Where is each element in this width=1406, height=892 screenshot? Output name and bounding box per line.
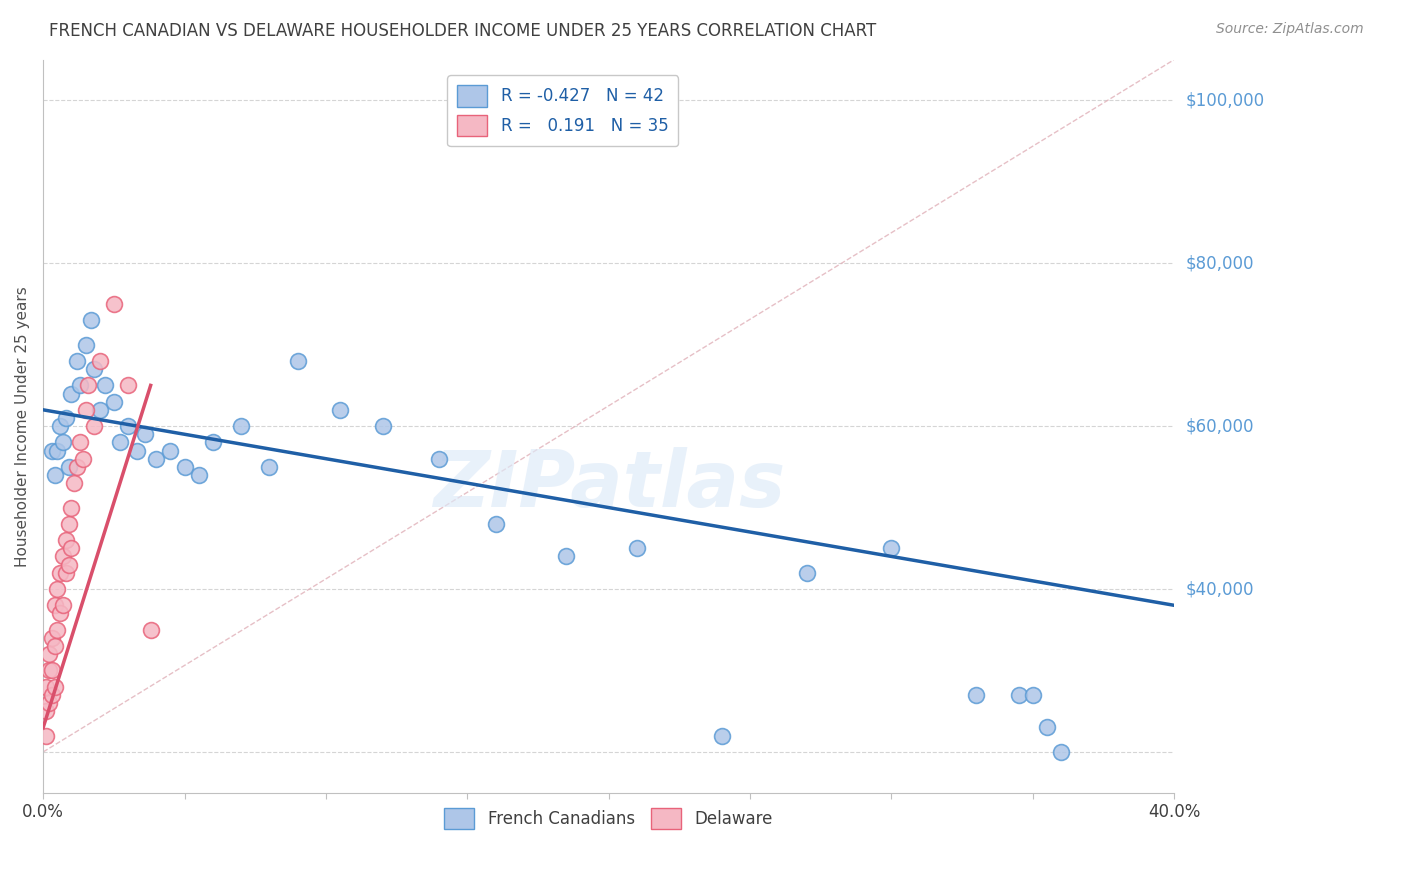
Point — [35, 680, 58, 694]
Point — [52, 435, 75, 450]
Point — [66, 459, 89, 474]
Point — [880, 541, 903, 556]
Point — [75, 402, 97, 417]
Point — [187, 468, 209, 483]
Point — [371, 419, 394, 434]
Point — [55, 533, 77, 548]
Point — [41, 664, 63, 678]
Point — [75, 337, 97, 351]
Point — [72, 451, 94, 466]
Point — [80, 313, 103, 327]
Text: FRENCH CANADIAN VS DELAWARE HOUSEHOLDER INCOME UNDER 25 YEARS CORRELATION CHART: FRENCH CANADIAN VS DELAWARE HOUSEHOLDER … — [49, 22, 876, 40]
Point — [69, 378, 91, 392]
Y-axis label: Householder Income Under 25 years: Householder Income Under 25 years — [15, 285, 30, 566]
Point — [44, 468, 66, 483]
Point — [626, 541, 648, 556]
Point — [38, 647, 60, 661]
Point — [55, 566, 77, 580]
Text: $60,000: $60,000 — [1185, 417, 1254, 435]
Point — [159, 443, 181, 458]
Point — [46, 443, 69, 458]
Point — [1050, 745, 1073, 759]
Point — [329, 402, 352, 417]
Point — [965, 688, 987, 702]
Text: Source: ZipAtlas.com: Source: ZipAtlas.com — [1216, 22, 1364, 37]
Point — [41, 443, 63, 458]
Point — [35, 729, 58, 743]
Point — [77, 378, 100, 392]
Point — [41, 631, 63, 645]
Point — [259, 459, 281, 474]
Point — [52, 599, 75, 613]
Text: $40,000: $40,000 — [1185, 580, 1254, 598]
Text: $80,000: $80,000 — [1185, 254, 1254, 272]
Point — [60, 386, 83, 401]
Point — [66, 354, 89, 368]
Point — [117, 419, 139, 434]
Point — [94, 378, 117, 392]
Point — [52, 549, 75, 564]
Point — [49, 566, 72, 580]
Point — [58, 459, 80, 474]
Point — [229, 419, 252, 434]
Point — [484, 516, 506, 531]
Point — [69, 435, 91, 450]
Point — [103, 394, 125, 409]
Point — [89, 402, 111, 417]
Point — [38, 696, 60, 710]
Point — [60, 500, 83, 515]
Point — [139, 623, 162, 637]
Point — [46, 582, 69, 596]
Point — [55, 411, 77, 425]
Point — [60, 541, 83, 556]
Point — [44, 599, 66, 613]
Text: ZIPatlas: ZIPatlas — [433, 447, 785, 523]
Legend: French Canadians, Delaware: French Canadians, Delaware — [437, 801, 780, 836]
Point — [117, 378, 139, 392]
Point — [83, 419, 105, 434]
Point — [287, 354, 309, 368]
Point — [44, 639, 66, 653]
Point — [201, 435, 224, 450]
Point — [58, 558, 80, 572]
Point — [44, 680, 66, 694]
Point — [1008, 688, 1031, 702]
Point — [134, 427, 156, 442]
Point — [89, 354, 111, 368]
Point — [710, 729, 733, 743]
Point — [49, 419, 72, 434]
Point — [83, 362, 105, 376]
Point — [103, 297, 125, 311]
Point — [49, 607, 72, 621]
Point — [173, 459, 195, 474]
Point — [38, 664, 60, 678]
Point — [1036, 721, 1059, 735]
Point — [427, 451, 450, 466]
Point — [125, 443, 148, 458]
Text: $100,000: $100,000 — [1185, 91, 1264, 110]
Point — [145, 451, 167, 466]
Point — [41, 688, 63, 702]
Point — [796, 566, 818, 580]
Point — [58, 516, 80, 531]
Point — [63, 476, 86, 491]
Point — [35, 704, 58, 718]
Point — [46, 623, 69, 637]
Point — [108, 435, 131, 450]
Point — [555, 549, 578, 564]
Point — [1022, 688, 1045, 702]
